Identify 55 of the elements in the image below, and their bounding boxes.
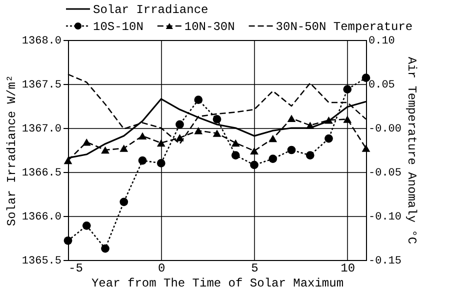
point: [120, 144, 128, 152]
point: [212, 115, 222, 124]
point: [64, 236, 72, 245]
point: [231, 139, 240, 147]
y2-tick-label: 0.10: [368, 36, 395, 48]
x-tick-label: -5: [68, 262, 83, 276]
y-tick-label: 1366.0: [22, 212, 62, 224]
legend-label: Solar Irradiance: [93, 3, 208, 17]
y2-tick-label: -0.15: [368, 256, 402, 268]
y2-tick-label: 0.05: [368, 80, 395, 92]
y2-tick-label: -0.05: [368, 168, 402, 180]
point: [194, 127, 203, 134]
point: [324, 134, 333, 143]
point: [362, 74, 370, 82]
y-tick-label: 1367.0: [22, 124, 62, 136]
y-tick-label: 1365.5: [22, 256, 62, 268]
point: [194, 96, 203, 104]
point: [138, 156, 147, 165]
legend-label: 10N-30N: [184, 20, 235, 34]
point: [82, 222, 91, 230]
point: [101, 146, 110, 154]
point: [101, 244, 110, 253]
point: [64, 156, 72, 164]
point: [362, 144, 370, 152]
y-tick-label: 1367.5: [22, 80, 62, 92]
point: [212, 130, 222, 137]
y2-tick-label: -0.10: [368, 212, 402, 224]
x-axis-title: Year from The Time of Solar Maximum: [91, 276, 344, 290]
point: [176, 120, 184, 129]
point: [250, 147, 258, 155]
y-tick-label: 1368.0: [22, 36, 62, 48]
y-tick-label: 1366.5: [22, 168, 62, 180]
legend-label: 30N-50N Temperature: [276, 20, 413, 34]
point: [82, 138, 91, 146]
legend-label: 10S-10N: [93, 20, 144, 34]
x-tick-label: 10: [340, 262, 356, 276]
x-tick-label: 0: [158, 262, 166, 276]
point: [343, 116, 352, 123]
y-axis-title: Solar Irradiance W/m²: [4, 74, 19, 226]
point: [268, 134, 278, 142]
point: [231, 151, 240, 160]
point: [343, 85, 352, 94]
point: [250, 160, 258, 170]
y2-axis-title: Air Temperature Anomaly °C: [404, 56, 419, 244]
point: [287, 146, 296, 154]
point: [138, 132, 147, 140]
point: [306, 151, 314, 160]
x-tick-label: 5: [251, 262, 258, 276]
point: [156, 159, 166, 168]
point: [287, 114, 296, 122]
y2-tick-label: -0.00: [368, 124, 402, 136]
point: [156, 139, 166, 147]
point: [268, 154, 278, 163]
point: [120, 198, 128, 206]
point: [306, 122, 314, 129]
